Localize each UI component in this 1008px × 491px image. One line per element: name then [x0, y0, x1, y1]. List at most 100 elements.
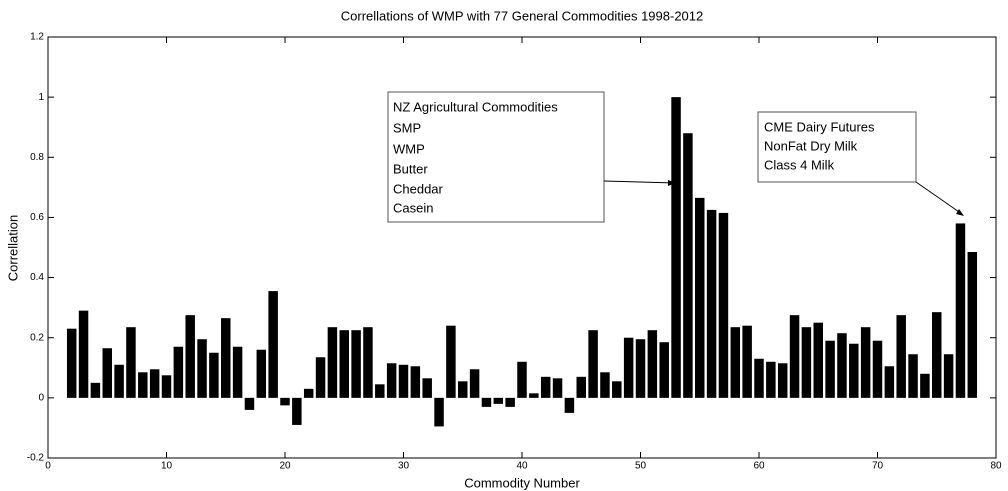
- bar: [78, 310, 89, 398]
- bar: [967, 252, 978, 398]
- annotation-text: SMP: [393, 120, 421, 135]
- bar: [434, 397, 444, 427]
- y-tick-label: -0.2: [27, 453, 45, 464]
- y-tick-label: 1.2: [30, 32, 44, 43]
- x-tick-label: 50: [635, 461, 647, 472]
- bar: [932, 312, 942, 398]
- x-axis-label: Commodity Number: [464, 475, 580, 490]
- bar: [659, 342, 669, 398]
- bar: [683, 133, 693, 398]
- bar: [955, 223, 966, 398]
- bar: [825, 340, 835, 398]
- bar: [588, 330, 598, 398]
- bar: [66, 328, 77, 398]
- y-tick-label: 0.8: [30, 152, 44, 163]
- bar: [540, 376, 551, 398]
- bar: [126, 327, 136, 398]
- bar: [422, 378, 432, 398]
- bar: [232, 346, 243, 398]
- annotation-arrow: [915, 181, 963, 215]
- bar: [789, 315, 800, 398]
- bar: [920, 373, 930, 398]
- bar: [327, 327, 338, 398]
- bar: [256, 349, 267, 398]
- bar: [458, 381, 468, 398]
- y-tick-label: 0.4: [30, 272, 44, 283]
- bar: [446, 325, 456, 398]
- bar: [90, 382, 101, 398]
- x-tick-label: 30: [398, 461, 410, 472]
- bar: [517, 361, 527, 398]
- annotation-box: [757, 111, 917, 183]
- bar: [375, 384, 385, 398]
- bar: [114, 364, 124, 398]
- bar: [754, 358, 764, 398]
- bar: [161, 375, 172, 398]
- bar: [872, 340, 883, 398]
- bar: [315, 357, 326, 398]
- annotation-text: NonFat Dry Milk: [764, 138, 858, 153]
- bar: [813, 322, 823, 398]
- annotation-text: Class 4 Milk: [764, 157, 835, 172]
- bar: [801, 327, 812, 398]
- arrow-head: [956, 209, 964, 216]
- y-axis-label: Correllation: [5, 215, 20, 281]
- bar: [849, 343, 859, 398]
- bar: [706, 209, 717, 398]
- x-tick-label: 70: [872, 461, 884, 472]
- annotation-arrow: [603, 180, 677, 184]
- bar: [363, 327, 373, 398]
- bar: [552, 378, 563, 398]
- x-tick-label: 40: [516, 461, 528, 472]
- bar: [908, 354, 918, 398]
- bar: [837, 333, 847, 398]
- bar: [884, 366, 895, 398]
- bar: [635, 339, 646, 398]
- annotation-text: Butter: [393, 161, 428, 176]
- bar: [481, 397, 492, 407]
- bar: [742, 325, 752, 398]
- y-tick-label: 0.2: [30, 332, 44, 343]
- bar: [695, 197, 705, 398]
- x-tick-label: 20: [279, 461, 291, 472]
- bar: [209, 352, 219, 398]
- bar: [303, 388, 314, 398]
- annotation: NZ Agricultural Commodities SMP WMP Butt…: [387, 91, 964, 223]
- bar: [860, 327, 871, 398]
- bar: [943, 354, 954, 398]
- annotation-text: Cheddar: [393, 181, 444, 196]
- bar: [138, 372, 148, 398]
- bar: [647, 330, 658, 398]
- annotation-text: NZ Agricultural Commodities: [393, 99, 558, 114]
- bar: [173, 346, 184, 398]
- bar: [410, 366, 421, 398]
- bar: [185, 315, 195, 398]
- y-tick-label: 0.6: [30, 212, 44, 223]
- annotation-text: WMP: [393, 141, 425, 156]
- bar: [505, 397, 515, 407]
- y-tick-label: 1: [38, 92, 44, 103]
- arrow-head: [668, 180, 676, 186]
- annotation-box: [387, 91, 605, 223]
- bar: [896, 315, 906, 398]
- x-tick-label: 10: [161, 461, 173, 472]
- bar: [766, 361, 776, 398]
- bar: [292, 397, 302, 425]
- bar: [671, 97, 681, 398]
- bar: [576, 376, 586, 398]
- annotation-text: Casein: [393, 200, 433, 215]
- bar: [529, 393, 539, 398]
- bar: [718, 212, 729, 398]
- bar: [149, 369, 160, 398]
- bar: [280, 397, 290, 406]
- bar: [730, 327, 741, 398]
- bar: [493, 397, 504, 404]
- bar: [221, 318, 231, 398]
- bar: [623, 337, 634, 398]
- bar: [600, 372, 610, 398]
- x-tick-label: 0: [45, 461, 51, 472]
- x-tick-label: 60: [753, 461, 765, 472]
- bar: [244, 397, 255, 410]
- bar: [564, 397, 575, 413]
